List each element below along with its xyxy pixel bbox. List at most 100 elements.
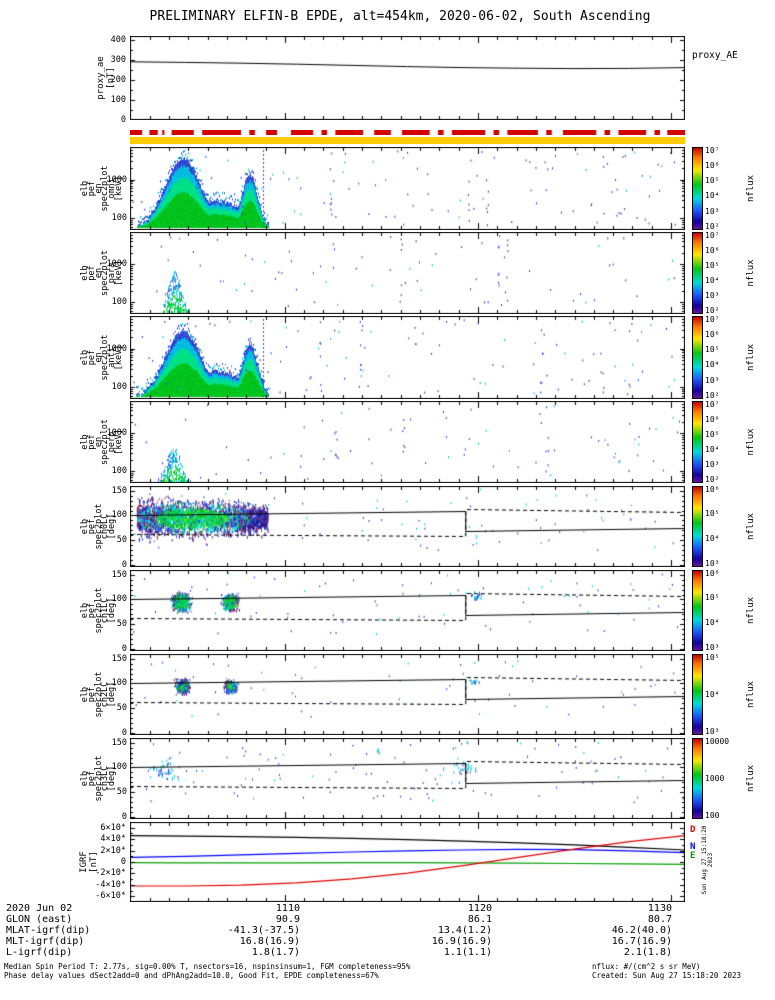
colorbar-ch2: [692, 654, 703, 735]
colorbar-ch3: [692, 738, 703, 819]
panel-ylabel-ch0: elb pef spec2plot ch0LC [deg]: [80, 503, 118, 550]
colorbar-anti: [692, 316, 703, 399]
axis-row-lshell: L-igrf(dip) 1.8(1.7) 1.1(1.1) 2.1(1.8): [0, 947, 775, 958]
panel-ylabel-ch1: elb pef spec2plot ch1LC [deg]: [80, 587, 118, 634]
axis-value: 13.4(1.2): [437, 925, 492, 936]
colorbar-tick-label: 10³: [705, 206, 720, 216]
axis-value: -41.3(-37.5): [227, 925, 300, 936]
ytick-label: 0: [120, 115, 126, 125]
panel-canvas-proxy: [130, 36, 685, 120]
colorbar-tick-label: 10⁴: [705, 534, 720, 544]
panel-ylabel-ch3: elb pef spec2plot ch3LC [deg]: [80, 755, 118, 802]
colorbar-unit-label: nflux: [746, 512, 756, 541]
ytick-label: 2×10⁴: [100, 845, 126, 856]
ytick-label: 400: [110, 35, 126, 45]
colorbar-ch0: [692, 486, 703, 567]
colorbar-tick-label: 10⁷: [705, 230, 720, 240]
colorbar-tick-label: 10⁵: [705, 652, 720, 662]
colorbar-omni: [692, 147, 703, 230]
ytick-label: 50: [116, 703, 127, 713]
ytick-label: 6×10⁴: [100, 822, 126, 833]
igrf-legend-E: E: [690, 851, 696, 861]
quality-bar: [130, 137, 685, 144]
ytick-label: 4×10⁴: [100, 834, 126, 845]
ytick-label: 100: [111, 213, 127, 224]
panel-canvas-para: [130, 232, 685, 314]
colorbar-ch1: [692, 570, 703, 651]
ytick-label: 100: [111, 762, 127, 773]
ytick-label: 1000: [106, 343, 127, 354]
panel-canvas-ch0: [130, 486, 685, 567]
colorbar-tick-label: 10⁶: [705, 484, 720, 494]
footer-nflux-units: nflux: #/(cm^2 s sr MeV): [592, 962, 701, 971]
axis-row-label: MLT-igrf(dip): [6, 936, 85, 947]
colorbar-tick-label: 10⁵: [705, 429, 720, 439]
axis-row-label: MLAT-igrf(dip): [6, 925, 91, 936]
colorbar-tick-label: 10⁵: [705, 176, 720, 186]
panel-canvas-ch2: [130, 654, 685, 735]
colorbar-unit-label: nflux: [746, 596, 756, 625]
colorbar-tick-label: 10⁴: [705, 275, 720, 285]
axis-row-label: 2020 Jun 02: [6, 903, 73, 914]
ytick-label: 150: [111, 485, 127, 496]
colorbar-tick-label: 10³: [705, 290, 720, 300]
ytick-label: 100: [111, 678, 127, 689]
axis-value: 90.9: [275, 914, 300, 925]
ytick-label: 0: [121, 811, 127, 822]
panel-canvas-anti: [130, 316, 685, 399]
colorbar-tick-label: 10⁵: [705, 509, 720, 519]
footer-spin-period: Median Spin Period T: 2.77s, sig=0.00% T…: [4, 962, 411, 971]
ytick-label: 150: [111, 737, 127, 748]
colorbar-tick-label: 10⁶: [705, 414, 720, 424]
colorbar-tick-label: 10⁵: [705, 345, 720, 355]
proxy-ae-line-label: proxy_AE: [692, 50, 738, 61]
axis-value: 2.1(1.8): [623, 947, 672, 958]
colorbar-tick-label: 10²: [705, 475, 720, 485]
panel-canvas-igrf: [130, 822, 685, 902]
colorbar-tick-label: 1000: [705, 773, 725, 783]
colorbar-tick-label: 10³: [705, 643, 720, 653]
colorbar-tick-label: 10000: [705, 736, 730, 746]
colorbar-tick-label: 10⁴: [705, 618, 720, 628]
ytick-label: 100: [111, 466, 127, 477]
ytick-label: 50: [116, 619, 127, 629]
colorbar-tick-label: 10⁵: [705, 593, 720, 603]
colorbar-tick-label: 10⁴: [705, 360, 720, 370]
axis-row-mlat: MLAT-igrf(dip) -41.3(-37.5) 13.4(1.2) 46…: [0, 925, 775, 936]
ytick-label: -6×10⁴: [95, 891, 126, 902]
igrf-legend-N: N: [690, 842, 696, 852]
axis-value: 1.8(1.7): [251, 947, 300, 958]
colorbar-unit-label: nflux: [746, 428, 756, 456]
colorbar-tick-label: 10⁷: [705, 314, 720, 324]
ytick-label: 100: [111, 594, 127, 605]
colorbar-tick-label: 10³: [705, 727, 720, 737]
ytick-label: 100: [111, 297, 127, 308]
axis-row-label: GLON (east): [6, 914, 73, 925]
plot-title: PRELIMINARY ELFIN-B EPDE, alt=454km, 202…: [149, 9, 651, 24]
colorbar-tick-label: 10⁴: [705, 689, 720, 699]
colorbar-tick-label: 10⁶: [705, 160, 720, 170]
colorbar-para: [692, 232, 703, 314]
colorbar-unit-label: nflux: [746, 259, 756, 287]
availability-bar: [130, 130, 685, 135]
colorbar-tick-label: 10⁶: [705, 245, 720, 255]
axis-value: 86.1: [467, 914, 492, 925]
ytick-label: 50: [116, 535, 127, 545]
ytick-label: 150: [111, 569, 127, 580]
colorbar-tick-label: 10³: [705, 375, 720, 385]
panel-canvas-ch1: [130, 570, 685, 651]
axis-value: 16.9(16.9): [431, 936, 492, 947]
colorbar-unit-label: nflux: [746, 764, 756, 793]
ytick-label: 0: [121, 643, 127, 654]
ytick-label: 150: [111, 653, 127, 664]
axis-value: 46.2(40.0): [611, 925, 672, 936]
ytick-label: 100: [110, 95, 126, 105]
ytick-label: 1000: [106, 259, 127, 270]
colorbar-tick-label: 10³: [705, 459, 720, 469]
colorbar-tick-label: 10⁷: [705, 145, 720, 155]
ytick-label: 100: [111, 510, 127, 521]
ytick-label: 0: [121, 727, 127, 738]
ytick-label: 1000: [106, 428, 127, 439]
colorbar-tick-label: 10⁶: [705, 568, 720, 578]
